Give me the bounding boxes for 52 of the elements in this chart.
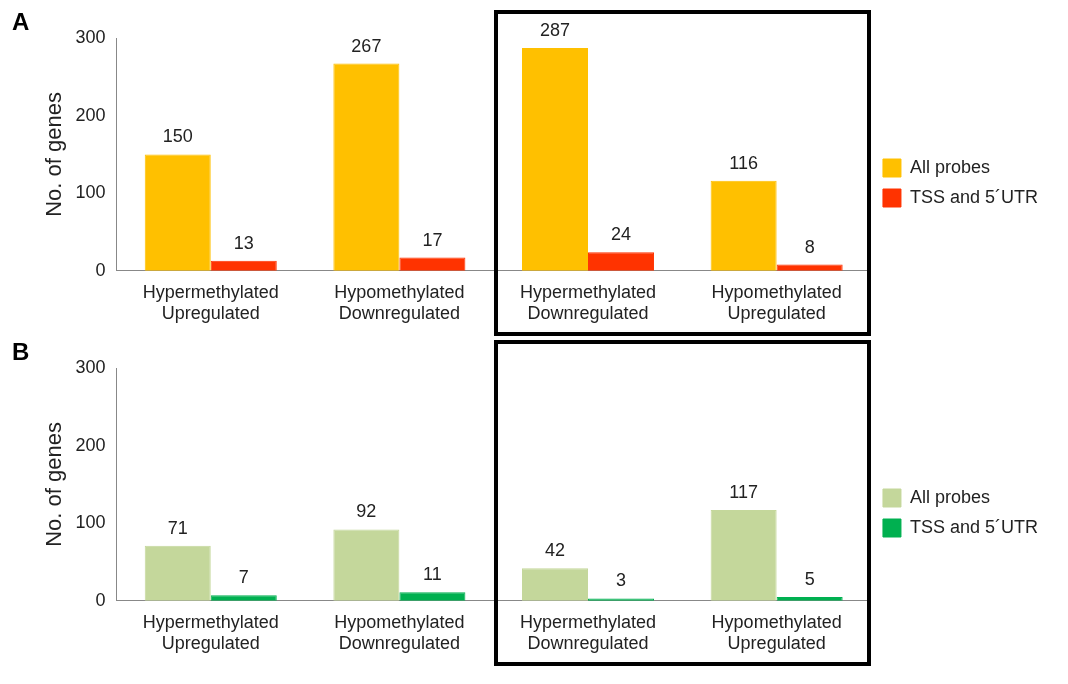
data-label: 17 bbox=[422, 229, 443, 250]
y-tick-label: 300 bbox=[75, 356, 106, 377]
x-tick-label: Hypermethylated Upregulated bbox=[142, 611, 279, 654]
text: A bbox=[12, 8, 30, 36]
x-tick-label: Hypomethylated Downregulated bbox=[334, 611, 465, 654]
data-label: 267 bbox=[351, 35, 382, 56]
y-tick-label: 0 bbox=[95, 589, 106, 610]
text: B bbox=[12, 338, 30, 366]
data-label: 13 bbox=[233, 232, 254, 253]
x-tick-label: Hypomethylated Upregulated bbox=[711, 281, 842, 324]
bar bbox=[210, 595, 277, 601]
x-tick-label: Hypomethylated Upregulated bbox=[711, 611, 842, 654]
data-label: 5 bbox=[804, 568, 815, 589]
data-label: 8 bbox=[804, 236, 815, 257]
data-label: 92 bbox=[356, 501, 377, 522]
data-label: 24 bbox=[611, 224, 632, 245]
data-label: 42 bbox=[544, 540, 566, 561]
legend-label: All probes bbox=[909, 486, 991, 507]
y-axis-title: No. of genes bbox=[41, 92, 67, 217]
data-label: 71 bbox=[167, 517, 188, 538]
legend-label: All probes bbox=[909, 156, 991, 177]
bar bbox=[588, 252, 655, 271]
y-tick-label: 300 bbox=[75, 26, 106, 47]
bar bbox=[521, 568, 589, 601]
y-tick-label: 100 bbox=[75, 182, 106, 203]
x-tick-label: Hypermethylated Upregulated bbox=[142, 281, 279, 324]
bar bbox=[399, 257, 466, 271]
data-label: 287 bbox=[539, 20, 571, 41]
bar bbox=[333, 63, 400, 271]
x-tick-label: Hypermethylated Downregulated bbox=[519, 611, 657, 654]
x-tick-label: Hypomethylated Downregulated bbox=[334, 281, 465, 324]
legend-label: TSS and 5´UTR bbox=[909, 516, 1039, 537]
bar bbox=[710, 180, 777, 271]
data-label: 150 bbox=[162, 126, 193, 147]
y-axis-title: No. of genes bbox=[41, 422, 67, 547]
bar bbox=[710, 510, 777, 601]
bar bbox=[333, 529, 400, 601]
data-label: 3 bbox=[616, 570, 627, 591]
data-label: 11 bbox=[423, 564, 442, 585]
bar bbox=[399, 592, 466, 601]
y-tick-label: 200 bbox=[75, 104, 106, 125]
data-label: 117 bbox=[729, 481, 758, 502]
y-tick-label: 0 bbox=[95, 259, 106, 280]
data-label: 116 bbox=[729, 152, 758, 173]
y-tick-label: 100 bbox=[75, 512, 106, 533]
data-label: 7 bbox=[238, 567, 249, 588]
y-tick-label: 200 bbox=[75, 434, 106, 455]
bar bbox=[521, 48, 589, 271]
x-tick-label: Hypermethylated Downregulated bbox=[519, 281, 657, 324]
legend-label: TSS and 5´UTR bbox=[909, 186, 1039, 207]
bar bbox=[144, 154, 211, 271]
bar bbox=[144, 545, 211, 601]
